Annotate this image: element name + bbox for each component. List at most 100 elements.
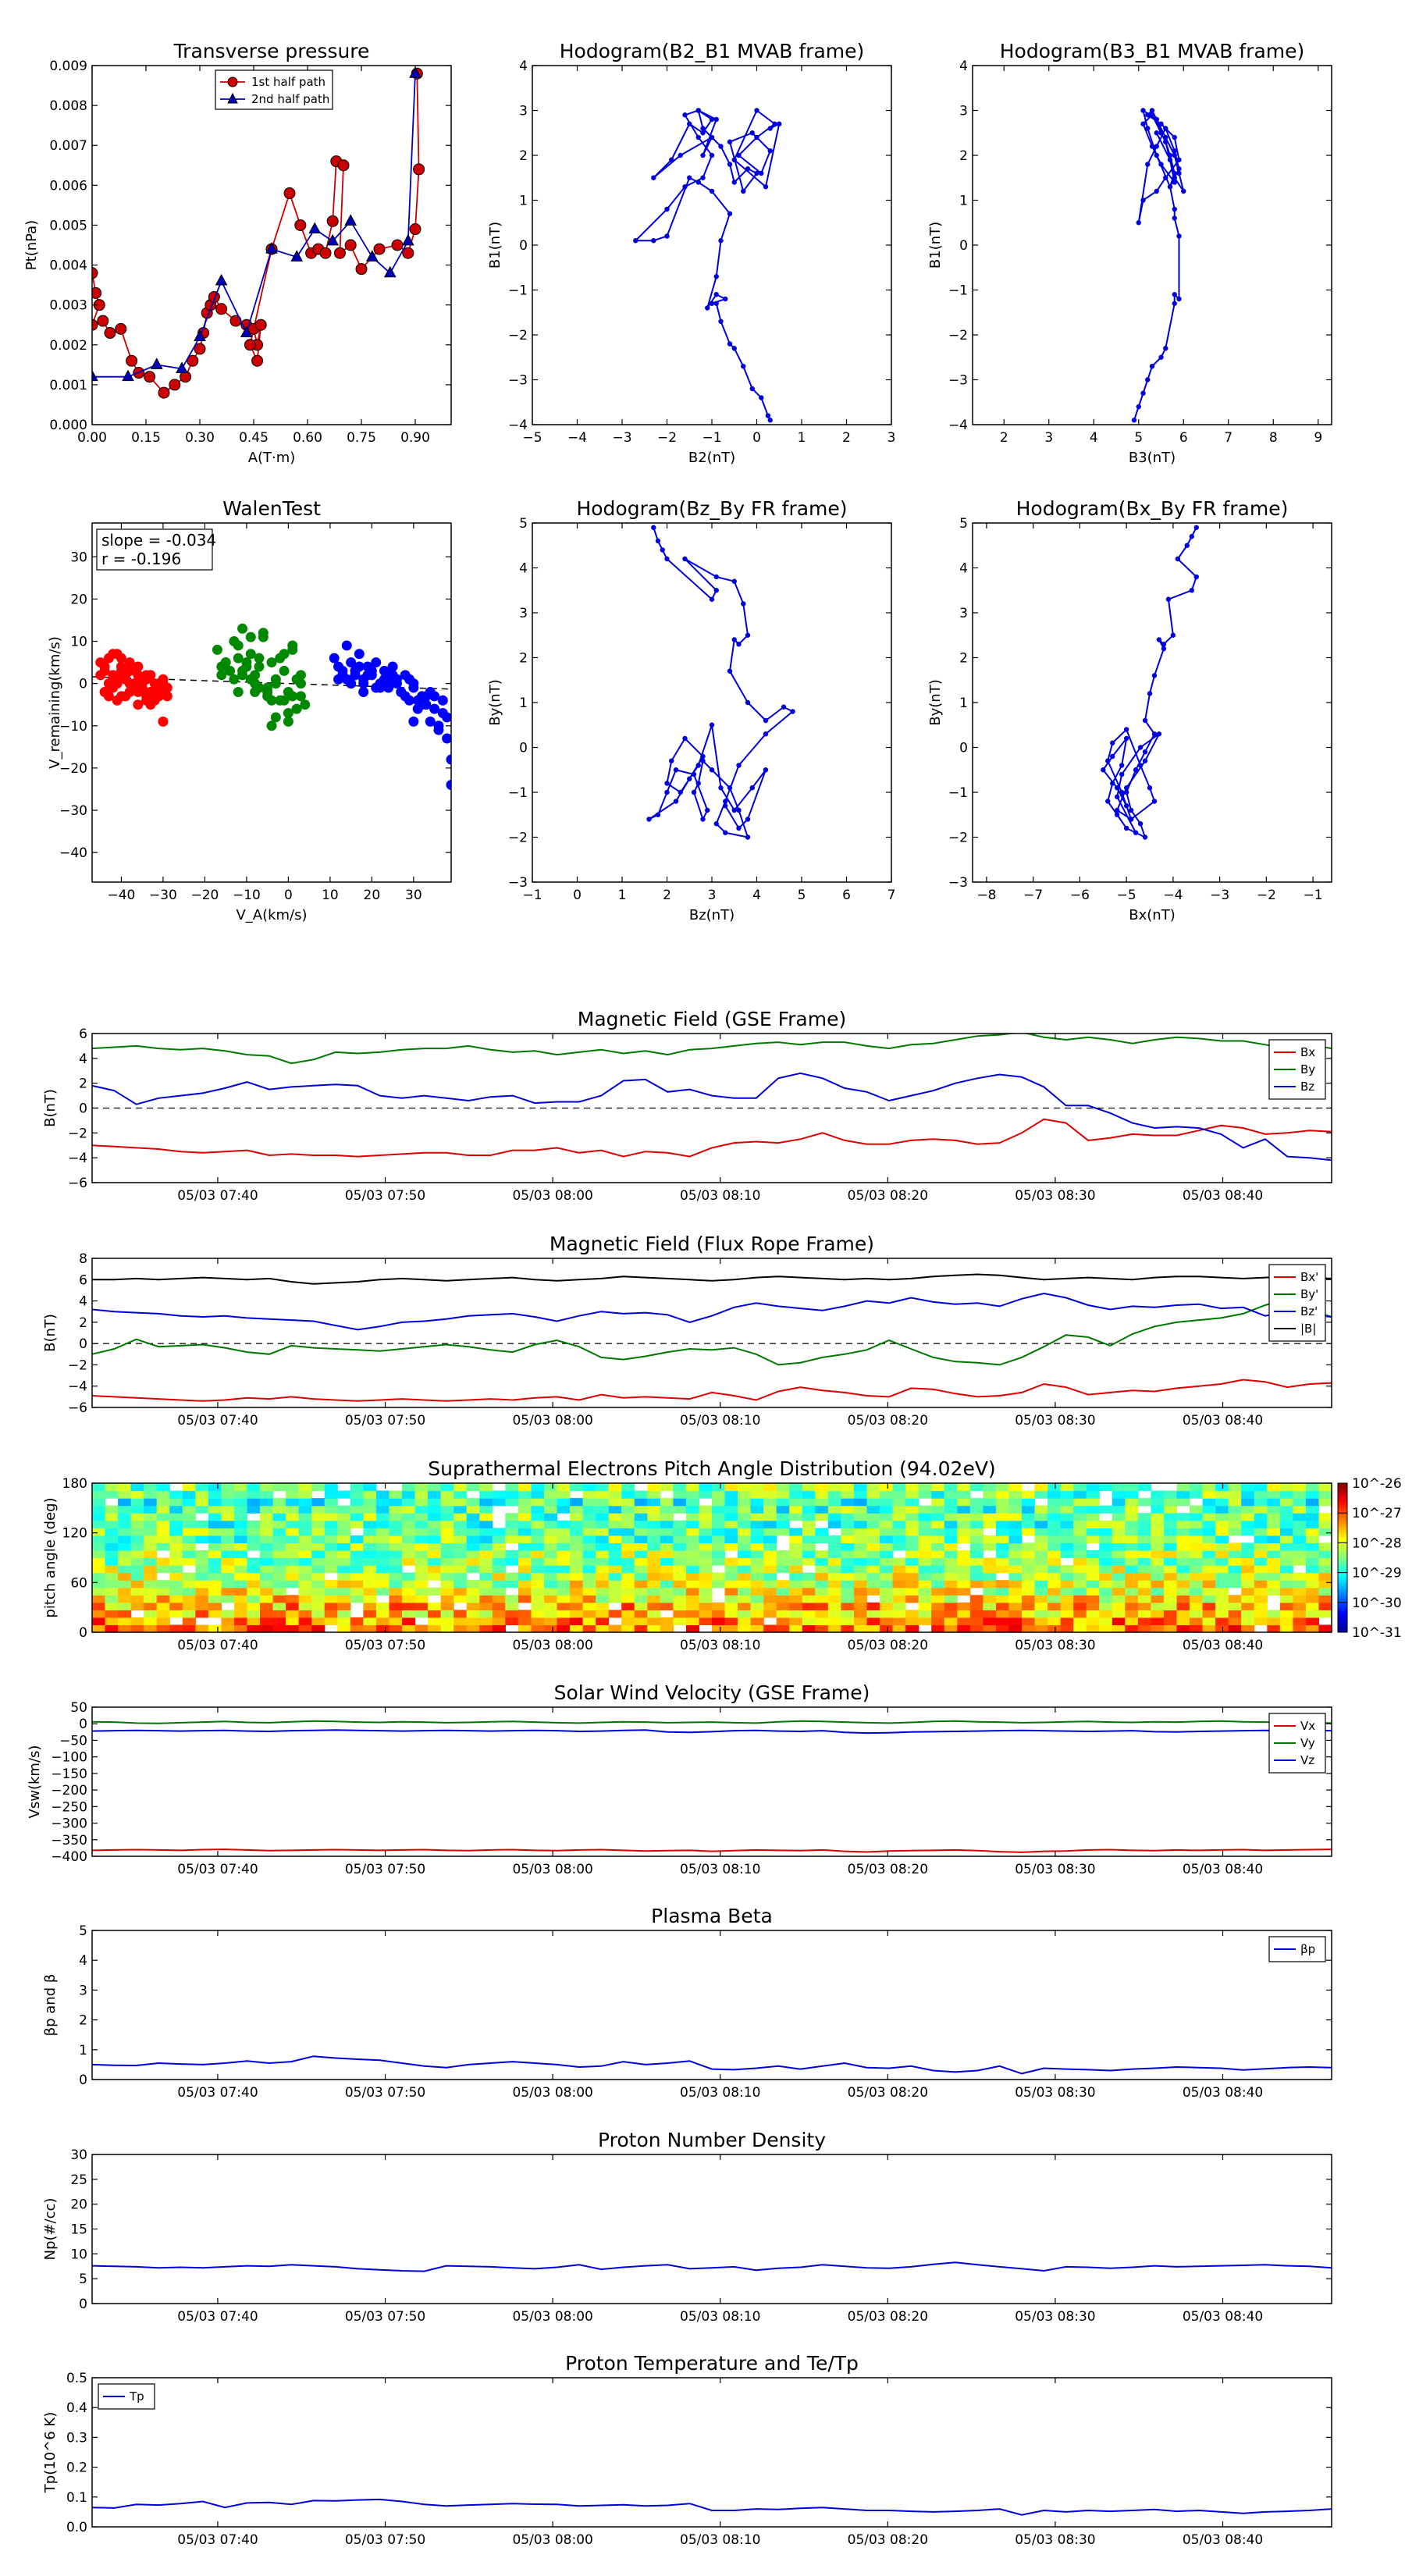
y-tick-label: 60 (70, 1575, 87, 1591)
heatmap-cell (195, 1490, 209, 1499)
heatmap-cell (1125, 1498, 1139, 1507)
heatmap-cell (1048, 1610, 1062, 1618)
y-tick-label: 0 (79, 1336, 87, 1352)
data-point (723, 296, 728, 302)
heatmap-cell (440, 1505, 454, 1514)
heatmap-cell (1048, 1513, 1062, 1521)
heatmap-cell (492, 1557, 506, 1566)
heatmap-cell (853, 1587, 868, 1596)
heatmap-cell (1254, 1565, 1268, 1574)
heatmap-cell (1267, 1535, 1281, 1543)
heatmap-cell (621, 1557, 635, 1566)
y-tick-label: 0.008 (49, 98, 87, 114)
heatmap-cell (182, 1602, 196, 1610)
heatmap-cell (1267, 1587, 1281, 1596)
data-point (1137, 745, 1144, 750)
data-point (682, 112, 688, 118)
heatmap-cell (402, 1550, 416, 1559)
heatmap-cell (724, 1602, 738, 1610)
heatmap-cell (298, 1624, 312, 1632)
heatmap-cell (1022, 1505, 1036, 1514)
heatmap-cell (750, 1572, 764, 1581)
data-point (763, 717, 769, 724)
x-tick-label: 05/03 08:00 (512, 1188, 592, 1204)
heatmap-cell (505, 1550, 519, 1559)
heatmap-cell (1151, 1550, 1165, 1559)
heatmap-cell (454, 1520, 468, 1528)
heatmap-cell (1267, 1513, 1281, 1521)
heatmap-cell (918, 1520, 932, 1528)
heatmap-cell (866, 1498, 880, 1507)
y-tick-label: 10 (70, 635, 87, 650)
data-point (133, 661, 144, 672)
heatmap-cell (324, 1587, 338, 1596)
data-point (754, 170, 759, 176)
heatmap-cell (1254, 1483, 1268, 1492)
heatmap-cell (479, 1550, 493, 1559)
heatmap-cell (1163, 1565, 1178, 1574)
heatmap-cell (1241, 1550, 1255, 1559)
heatmap-cell (685, 1483, 700, 1492)
heatmap-cell (660, 1572, 674, 1581)
y-tick-label: 3 (519, 606, 528, 621)
heatmap-cell (724, 1610, 738, 1618)
x-tick-label: −1 (1304, 888, 1323, 903)
heatmap-cell (905, 1595, 919, 1603)
heatmap-cell (247, 1580, 261, 1589)
heatmap-cell (931, 1602, 945, 1610)
heatmap-cell (1163, 1520, 1178, 1528)
heatmap-cell (750, 1483, 764, 1492)
heatmap-cell (685, 1490, 700, 1499)
heatmap-cell (995, 1513, 1010, 1521)
heatmap-cell (492, 1572, 506, 1581)
data-point (723, 799, 728, 804)
heatmap-cell (1176, 1610, 1190, 1618)
heatmap-cell (92, 1542, 106, 1551)
heatmap-cell (337, 1528, 351, 1536)
panel-walen: −40 −30 −20 −10 0 10 20 30−40−30−20−100102030Wa… (47, 497, 452, 923)
heatmap-cell (1254, 1550, 1268, 1559)
heatmap-cell (1022, 1550, 1036, 1559)
heatmap-cell (324, 1535, 338, 1543)
heatmap-cell (1022, 1565, 1036, 1574)
x-tick-label: 05/03 07:50 (345, 1862, 425, 1877)
heatmap-cell (247, 1595, 261, 1603)
heatmap-cell (763, 1520, 777, 1528)
heatmap-cell (414, 1580, 429, 1589)
heatmap-cell (596, 1520, 610, 1528)
heatmap-cell (105, 1580, 119, 1589)
heatmap-cell (492, 1595, 506, 1603)
data-point (1154, 188, 1159, 194)
heatmap-cell (969, 1595, 984, 1603)
heatmap-cell (1125, 1565, 1139, 1574)
data-point (413, 163, 425, 176)
heatmap-cell (802, 1542, 816, 1551)
heatmap-cell (570, 1572, 584, 1581)
heatmap-cell (827, 1595, 842, 1603)
heatmap-cell (1279, 1550, 1293, 1559)
heatmap-cell (660, 1542, 674, 1551)
heatmap-cell (1099, 1587, 1113, 1596)
heatmap-cell (260, 1617, 274, 1626)
heatmap-cell (531, 1550, 545, 1559)
heatmap-cell (1151, 1624, 1165, 1632)
heatmap-cell (905, 1490, 919, 1499)
heatmap-cell (969, 1535, 984, 1543)
heatmap-cell (1228, 1513, 1242, 1521)
heatmap-cell (1163, 1490, 1178, 1499)
heatmap-cell (1202, 1498, 1216, 1507)
heatmap-cell (466, 1513, 480, 1521)
heatmap-cell (1125, 1520, 1139, 1528)
heatmap-cell (543, 1624, 558, 1632)
heatmap-cell (311, 1595, 325, 1603)
data-point (1114, 794, 1120, 799)
y-axis-label: V_remaining(km/s) (47, 636, 63, 769)
heatmap-cell (1060, 1483, 1074, 1492)
heatmap-cell (983, 1490, 997, 1499)
heatmap-cell (1048, 1602, 1062, 1610)
heatmap-cell (130, 1580, 144, 1589)
heatmap-cell (375, 1490, 390, 1499)
heatmap-cell (880, 1490, 894, 1499)
heatmap-cell (1202, 1587, 1216, 1596)
heatmap-cell (363, 1528, 377, 1536)
